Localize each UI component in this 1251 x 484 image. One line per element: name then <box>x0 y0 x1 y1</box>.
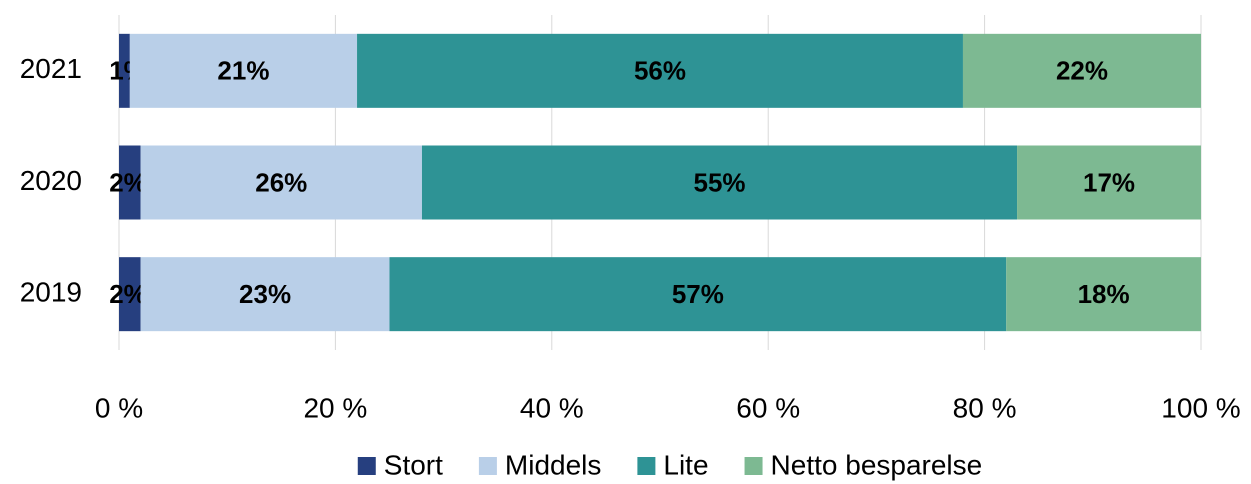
x-tick-label: 100 % <box>1161 392 1240 423</box>
data-label: 22% <box>1056 56 1108 86</box>
bar-segment <box>389 257 1007 332</box>
data-label: 2% <box>109 167 147 197</box>
legend: Stort Middels Lite Netto besparelse <box>357 449 983 480</box>
legend-swatch <box>357 457 376 475</box>
data-label: 56% <box>634 56 686 86</box>
x-tick-label: 60 % <box>736 392 800 423</box>
data-label: 26% <box>255 167 307 197</box>
data-label: 57% <box>672 279 724 309</box>
y-tick-label: 2020 <box>20 165 82 196</box>
legend-label: Stort <box>384 449 443 480</box>
y-tick-label: 2019 <box>20 277 82 308</box>
x-tick-label: 20 % <box>303 392 367 423</box>
data-label: 23% <box>239 279 291 309</box>
legend-label: Lite <box>663 449 708 480</box>
data-label: 55% <box>693 167 745 197</box>
bar-segment <box>1017 145 1201 220</box>
x-tick-label: 0 % <box>95 392 143 423</box>
data-label: 18% <box>1078 279 1130 309</box>
bar-segment <box>129 33 358 108</box>
legend-swatch <box>744 457 763 475</box>
legend-label: Middels <box>505 449 601 480</box>
data-label: 2% <box>109 279 147 309</box>
data-label: 17% <box>1083 167 1135 197</box>
legend-swatch <box>637 457 656 475</box>
bar-segment <box>119 145 141 220</box>
y-tick-label: 2021 <box>20 53 82 84</box>
bar-segment <box>421 145 1018 220</box>
bar-segment <box>962 33 1201 108</box>
bar-segment <box>1006 257 1201 332</box>
bar-segment <box>357 33 963 108</box>
legend-label: Netto besparelse <box>771 449 983 480</box>
bar-segment <box>119 33 130 108</box>
legend-swatch <box>478 457 497 475</box>
bar-segment <box>140 257 390 332</box>
bar-segment <box>119 257 141 332</box>
data-label: 21% <box>217 56 269 86</box>
x-tick-label: 40 % <box>520 392 584 423</box>
x-tick-label: 80 % <box>953 392 1017 423</box>
bar-segment <box>140 145 422 220</box>
